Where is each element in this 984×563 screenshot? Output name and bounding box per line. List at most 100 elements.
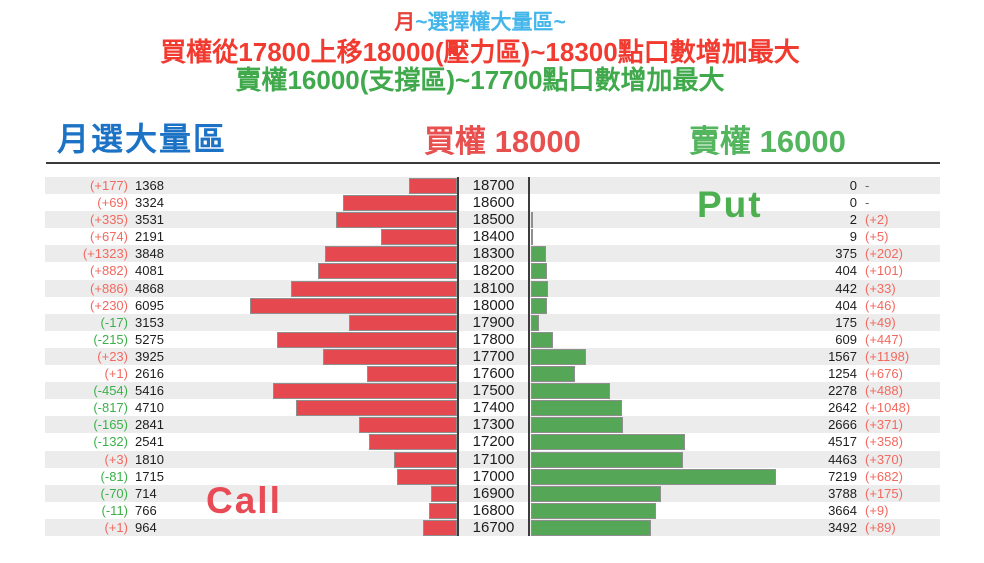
put-oi-bar <box>531 502 656 519</box>
strike-price: 18400 <box>457 228 530 246</box>
strike-row-17600: (+1) 2616 17600 1254 (+676) <box>45 365 940 383</box>
strike-row-17800: (-215) 5275 17800 609 (+447) <box>45 330 940 348</box>
call-oi-total: 1368 <box>135 178 164 193</box>
put-oi-total: 609 <box>835 331 857 347</box>
call-oi-change: (+335) <box>90 212 128 228</box>
strike-price: 17100 <box>457 450 530 468</box>
call-oi-total: 766 <box>135 502 157 518</box>
strike-price: 18300 <box>457 245 530 263</box>
put-oi-bar <box>531 519 651 536</box>
call-oi-bar <box>431 485 457 502</box>
call-oi-total: 4868 <box>135 280 164 296</box>
put-oi-change: (+202) <box>865 246 903 262</box>
call-oi-total: 3848 <box>135 246 164 262</box>
put-oi-change: (+488) <box>865 383 903 399</box>
call-oi-bar <box>369 434 457 451</box>
put-oi-change: (+49) <box>865 314 896 330</box>
call-oi-total: 2841 <box>135 417 164 433</box>
put-oi-change: (+447) <box>865 331 903 347</box>
strike-rows-table: (+177) 1368 18700 0- (+69) 3324 18600 0- (+335) 3… <box>45 177 940 536</box>
strike-row-18000: (+230) 6095 18000 404 (+46) <box>45 296 940 314</box>
call-oi-total: 3324 <box>135 195 164 211</box>
put-oi-change: - <box>865 195 870 211</box>
strike-row-18400: (+674) 2191 18400 9 (+5) <box>45 228 940 246</box>
call-oi-change: (+177) <box>90 178 128 193</box>
put-oi-change: (+682) <box>865 468 903 484</box>
call-oi-total: 6095 <box>135 297 164 313</box>
call-oi-bar <box>273 383 457 400</box>
put-oi-total: 2642 <box>828 400 857 416</box>
call-oi-change: (-70) <box>100 485 128 501</box>
call-oi-bar <box>336 212 457 229</box>
put-oi-total: 375 <box>835 246 857 262</box>
strike-row-17100: (+3) 1810 17100 4463 (+370) <box>45 450 940 468</box>
call-oi-bar <box>381 229 457 246</box>
put-oi-bar <box>531 434 685 451</box>
strike-row-17500: (-454) 5416 17500 2278 (+488) <box>45 382 940 400</box>
call-oi-bar <box>423 519 457 536</box>
put-oi-bar <box>531 280 548 297</box>
call-oi-bar <box>325 246 457 263</box>
call-oi-total: 4081 <box>135 263 164 279</box>
call-oi-bar <box>318 263 457 280</box>
put-oi-total: 3664 <box>828 502 857 518</box>
call-oi-bar <box>296 400 457 417</box>
call-oi-change: (-165) <box>93 417 128 433</box>
put-oi-total: 0 <box>849 178 857 193</box>
put-oi-bar <box>531 348 586 365</box>
call-oi-change: (+882) <box>90 263 128 279</box>
call-side-label: Call <box>206 480 282 521</box>
call-oi-total: 5275 <box>135 331 164 347</box>
call-oi-change: (+1) <box>104 519 128 535</box>
put-oi-change: (+370) <box>865 451 903 467</box>
call-oi-bar <box>367 366 457 383</box>
put-oi-bar <box>531 297 547 314</box>
call-oi-change: (-81) <box>100 468 128 484</box>
header-line-3-put-note: 賣權16000(支撐區)~17700點口數增加最大 <box>235 65 725 95</box>
call-oi-bar <box>323 348 457 365</box>
put-oi-change: (+676) <box>865 366 903 382</box>
put-oi-total: 2278 <box>828 383 857 399</box>
put-oi-total: 404 <box>835 297 857 313</box>
put-oi-total: 175 <box>835 314 857 330</box>
call-oi-change: (+69) <box>97 195 128 211</box>
call-oi-total: 3153 <box>135 314 164 330</box>
call-oi-bar <box>343 195 457 212</box>
call-oi-bar <box>250 297 457 314</box>
title-underline <box>46 162 940 164</box>
strike-price: 18600 <box>457 194 530 212</box>
put-oi-bar <box>531 331 553 348</box>
strike-price: 17000 <box>457 467 530 485</box>
put-oi-bar <box>531 417 623 434</box>
strike-row-18200: (+882) 4081 18200 404 (+101) <box>45 262 940 280</box>
section-title: 月選大量區 <box>57 121 228 157</box>
strike-price: 16800 <box>457 501 530 519</box>
strike-price: 18700 <box>457 177 530 195</box>
header-line-1: 月~選擇權大量區~ <box>0 6 960 36</box>
put-oi-total: 4463 <box>828 451 857 467</box>
call-oi-change: (-817) <box>93 400 128 416</box>
call-oi-change: (+1323) <box>82 246 128 262</box>
call-oi-total: 5416 <box>135 383 164 399</box>
strike-row-17900: (-17) 3153 17900 175 (+49) <box>45 313 940 331</box>
put-side-label: Put <box>697 184 763 225</box>
put-oi-change: (+1198) <box>865 348 910 364</box>
call-oi-change: (+1) <box>104 366 128 382</box>
strike-price: 17700 <box>457 347 530 366</box>
put-oi-change: (+33) <box>865 280 896 296</box>
call-oi-total: 1810 <box>135 451 164 467</box>
call-oi-change: (-454) <box>93 383 128 399</box>
put-oi-change: (+371) <box>865 417 903 433</box>
call-oi-total: 3531 <box>135 212 164 228</box>
strike-row-17300: (-165) 2841 17300 2666 (+371) <box>45 416 940 434</box>
strike-price: 17400 <box>457 399 530 417</box>
call-oi-change: (+230) <box>90 297 128 313</box>
call-oi-total: 4710 <box>135 400 164 416</box>
put-oi-total: 9 <box>849 229 857 245</box>
call-oi-total: 2541 <box>135 434 164 450</box>
put-oi-total: 7219 <box>828 468 857 484</box>
put-oi-change: (+89) <box>865 519 896 535</box>
call-oi-bar <box>409 178 457 194</box>
put-oi-bar <box>531 212 533 229</box>
